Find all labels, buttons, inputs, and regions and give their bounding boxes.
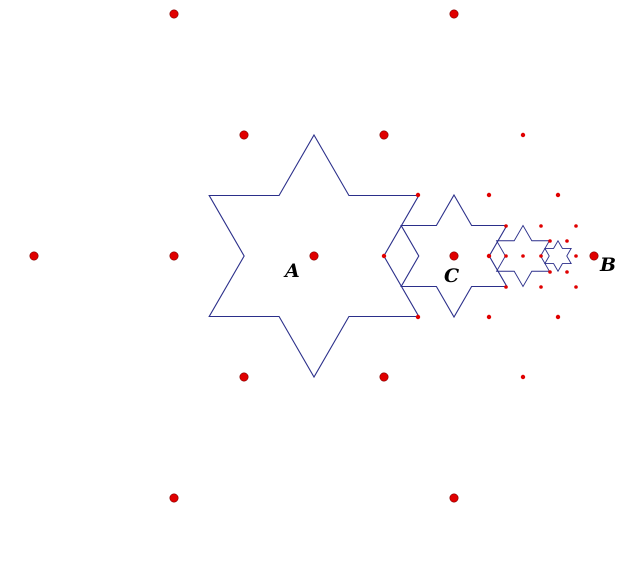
lattice-point [309, 251, 319, 261]
lattice-point [239, 372, 249, 382]
lattice-point-small [415, 314, 421, 320]
label-b: B [599, 254, 616, 276]
lattice-point-small [565, 239, 569, 243]
lattice-point-small [415, 192, 421, 198]
lattice-point [379, 130, 389, 140]
lattice-point-small [539, 285, 543, 289]
lattice-point [379, 372, 389, 382]
labels-layer: A C B [283, 254, 616, 287]
lattice-point-small [381, 253, 387, 259]
lattice-point-small [520, 132, 526, 138]
lattice-point-small [565, 270, 569, 274]
lattice-point-small [548, 239, 552, 243]
lattice-point-small [504, 254, 508, 258]
lattice-point [449, 493, 459, 503]
lattice-point-small [504, 224, 508, 228]
lattice-point-small [539, 254, 543, 258]
dots-layer [29, 9, 599, 503]
lattice-point-small [520, 374, 526, 380]
lattice-point [169, 9, 179, 19]
label-c: C [444, 265, 459, 287]
lattice-point-small [574, 224, 578, 228]
lattice-point [169, 493, 179, 503]
lattice-point-small [555, 192, 561, 198]
lattice-point [29, 251, 39, 261]
stars-layer [208, 133, 572, 379]
lattice-point-small [555, 314, 561, 320]
lattice-point-small [574, 285, 578, 289]
lattice-point [589, 251, 599, 261]
lattice-point-small [504, 285, 508, 289]
lattice-point-small [521, 254, 525, 258]
lattice-point [449, 251, 459, 261]
lattice-point-small [486, 253, 492, 259]
lattice-point-small [539, 224, 543, 228]
lattice-point-small [486, 314, 492, 320]
star-s4 [544, 239, 572, 273]
lattice-point [169, 251, 179, 261]
lattice-point-small [548, 270, 552, 274]
lattice-point [239, 130, 249, 140]
lattice-point [449, 9, 459, 19]
lattice-point-small [486, 192, 492, 198]
label-a: A [283, 260, 300, 282]
lattice-point-small [574, 254, 578, 258]
